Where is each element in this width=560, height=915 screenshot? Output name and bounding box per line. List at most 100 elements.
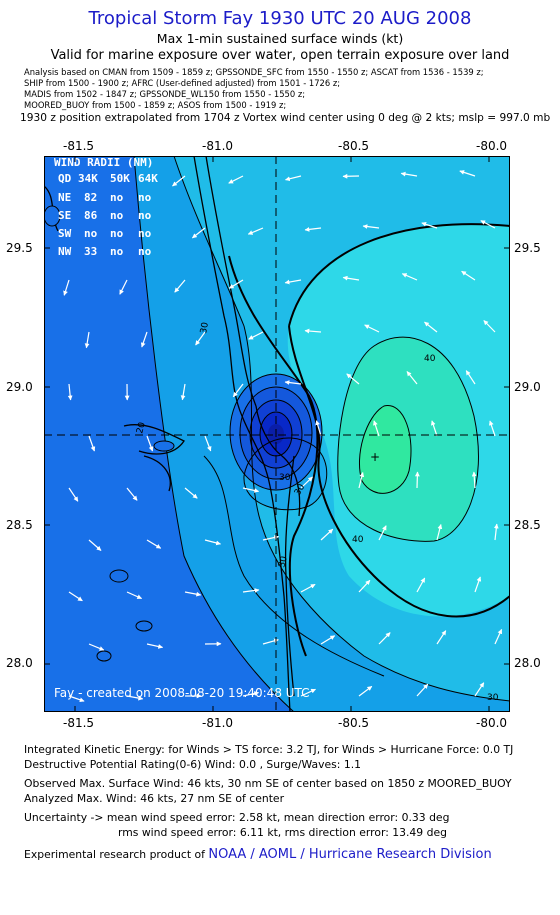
contour-label: 30 [199, 321, 211, 334]
wind-arrow [378, 632, 391, 645]
coastline [255, 405, 301, 517]
contour-line [203, 455, 385, 677]
wind-arrow [184, 591, 202, 597]
lon-label-top: -81.5 [63, 139, 95, 153]
wind-radii-table: WIND RADII (NM) QD 34K 50K 64K NE 82 no noS… [54, 156, 158, 258]
wind-radii-header: QD [58, 172, 72, 185]
source-line-4: MOORED_BUOY from 1500 - 1859 z; ASOS fro… [24, 100, 287, 110]
contour-line-major [288, 223, 510, 327]
wind-arrow [88, 539, 102, 551]
position-note: 1930 z position extrapolated from 1704 z… [20, 112, 551, 124]
contour-label: 30 [277, 555, 290, 569]
wind-radii-cell: NE [58, 191, 71, 204]
wind-arrow [436, 630, 447, 645]
wind-arrow [67, 383, 73, 401]
map-title: Tropical Storm Fay 1930 UTC 20 AUG 2008 [88, 8, 472, 29]
coastline [123, 424, 185, 455]
lat-label-left: 28.0 [6, 656, 33, 670]
source-line-1: Analysis based on CMAN from 1509 - 1859 … [24, 67, 484, 77]
analyzed-max-line: Analyzed Max. Wind: 46 kts, 27 nm SE of … [24, 792, 285, 805]
credit-organization-link[interactable]: NOAA / AOML / Hurricane Research Divisio… [208, 847, 492, 862]
lon-label-bottom: -80.0 [476, 716, 508, 730]
lat-label-right: 28.5 [514, 518, 541, 532]
wind-radii-cell: no [110, 227, 124, 240]
lake [135, 620, 153, 632]
axis-ticks [44, 156, 510, 712]
observed-max-line: Observed Max. Surface Wind: 46 kts, 30 n… [24, 777, 512, 790]
wind-arrow [436, 524, 443, 541]
wind-arrow [304, 227, 322, 232]
max-wind-marker: + [370, 450, 380, 464]
lat-label-left: 29.5 [6, 241, 33, 255]
contour-line [173, 156, 510, 702]
wind-arrow [342, 275, 360, 281]
wind-radii-cell: SW [58, 227, 72, 240]
wind-arrow [195, 331, 206, 346]
wind-arrow [232, 383, 244, 398]
wind-arrow [248, 331, 264, 340]
wind-arrow [68, 591, 83, 602]
uncertainty-line-2: rms wind speed error: 6.11 kt, rms direc… [118, 826, 447, 839]
lake [109, 569, 129, 583]
wind-arrow [304, 328, 322, 334]
lon-label-top: -80.5 [338, 139, 370, 153]
wind-arrow [140, 331, 148, 348]
wind-arrow [494, 628, 503, 645]
wind-arrow [184, 487, 198, 499]
contour-line [337, 336, 479, 542]
wind-arrow [401, 273, 418, 281]
wind-arrow [474, 576, 482, 593]
wind-arrow [358, 685, 373, 697]
wind-radii-cell: no [138, 191, 152, 204]
wind-arrow [88, 435, 96, 452]
wind-arrow [421, 221, 438, 229]
wind-arrow [126, 487, 138, 501]
contour-line-major [228, 255, 319, 657]
lon-label-top: -81.0 [202, 139, 234, 153]
wind-arrow [465, 370, 476, 385]
wind-arrow [285, 175, 302, 182]
map-frame [44, 156, 510, 712]
validity-note: Valid for marine exposure over water, op… [50, 48, 510, 63]
lat-label-left: 28.5 [6, 518, 33, 532]
coastline [284, 455, 295, 697]
wind-arrow [146, 539, 162, 549]
contour-label: 30 [487, 693, 499, 703]
lake [44, 205, 61, 227]
wind-arrow [228, 175, 244, 184]
wind-radii-cell: no [110, 209, 124, 222]
lon-label-bottom: -81.0 [202, 716, 234, 730]
lat-label-right: 28.0 [514, 656, 541, 670]
wind-radii-cell: no [138, 245, 152, 258]
wind-arrow [406, 371, 418, 385]
wind-arrow [461, 270, 476, 281]
coastline [143, 455, 171, 492]
map-subtitle: Max 1-min sustained surface winds (kt) [156, 31, 404, 46]
wind-arrow [300, 583, 316, 593]
wind-arrow [242, 487, 260, 493]
contour-line [133, 156, 295, 712]
wind-arrow [68, 695, 85, 703]
wind-arrow [414, 471, 420, 489]
wind-radii-title: WIND RADII (NM) [54, 156, 153, 169]
wind-arrow [172, 175, 186, 187]
wind-arrow [146, 643, 164, 649]
wind-arrow [68, 487, 79, 502]
wind-radii-header: 50K [110, 172, 130, 185]
wind-arrow [320, 635, 336, 645]
wind-arrow [284, 380, 302, 385]
wind-arrow [424, 321, 438, 333]
wind-arrow [471, 471, 477, 489]
contour-line [239, 386, 313, 480]
coastline [205, 156, 257, 407]
wind-arrow [320, 528, 334, 541]
lon-label-bottom: -80.5 [338, 716, 370, 730]
contour-line [229, 373, 323, 491]
contour-label: 40 [424, 354, 436, 364]
wind-arrow [119, 279, 128, 295]
wind-arrow [373, 420, 380, 437]
wind-vector-field [63, 170, 503, 703]
wind-arrow [483, 320, 496, 333]
wind-radii-cell: no [138, 209, 152, 222]
wind-arrow [315, 420, 322, 437]
